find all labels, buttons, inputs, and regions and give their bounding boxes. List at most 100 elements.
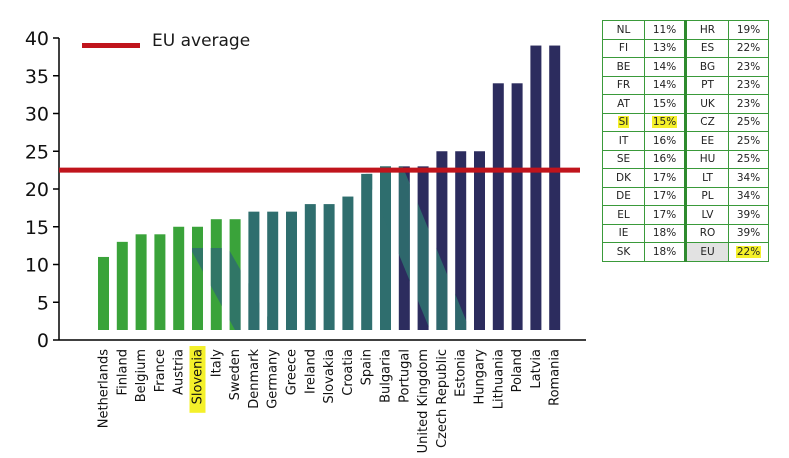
x-tick-label: Denmark bbox=[247, 349, 262, 409]
legend-swatch bbox=[82, 43, 140, 48]
x-label-latvia: Latvia bbox=[529, 349, 544, 389]
country-share-table: NL 11% HR 19% FI 13% ES 22% BE 14% BG 23% FR 14% PT 23%… bbox=[602, 20, 769, 262]
country-code-cell: PL bbox=[685, 186, 729, 206]
x-label-spain: Spain bbox=[360, 349, 375, 385]
x-label-greece: Greece bbox=[285, 349, 300, 395]
y-tick-label: 35 bbox=[25, 66, 49, 88]
bar-greece bbox=[286, 211, 297, 330]
x-label-slovenia: Slovenia bbox=[189, 346, 206, 413]
x-label-romania: Romania bbox=[548, 349, 563, 406]
bar-bulgaria bbox=[380, 166, 391, 330]
x-tick-label: Bulgaria bbox=[379, 349, 394, 403]
bars-group bbox=[98, 45, 561, 331]
percent-cell: 14% bbox=[644, 57, 687, 77]
percent-cell: 17% bbox=[644, 168, 687, 188]
country-code-cell: FI bbox=[602, 38, 645, 58]
x-label-germany: Germany bbox=[266, 349, 281, 409]
country-code-cell: NL bbox=[602, 20, 645, 40]
percent-cell: 23% bbox=[728, 94, 769, 114]
x-tick-label: Italy bbox=[209, 349, 224, 378]
percent-cell: 15% bbox=[644, 112, 687, 132]
x-label-estonia: Estonia bbox=[454, 349, 469, 397]
country-code-cell: RO bbox=[685, 223, 729, 243]
percent-cell: 15% bbox=[644, 94, 687, 114]
bar-ireland bbox=[304, 204, 316, 330]
y-tick-label: 20 bbox=[25, 179, 49, 201]
x-tick-label: Netherlands bbox=[97, 349, 112, 428]
country-code-cell: BG bbox=[685, 57, 729, 77]
percent-cell: 25% bbox=[728, 149, 769, 169]
country-code-cell: SK bbox=[602, 242, 645, 262]
country-code-cell: LV bbox=[685, 205, 729, 225]
x-tick-label: United Kingdom bbox=[416, 349, 431, 453]
country-code-cell: HU bbox=[685, 149, 729, 169]
table-row: SI 15% CZ 25% bbox=[602, 112, 769, 132]
x-tick-label: Austria bbox=[172, 349, 187, 395]
table-row: FI 13% ES 22% bbox=[602, 38, 769, 58]
table-row: DK 17% LT 34% bbox=[602, 168, 769, 188]
country-code-cell: UK bbox=[685, 94, 729, 114]
x-label-belgium: Belgium bbox=[134, 349, 149, 402]
y-tick-label: 15 bbox=[25, 217, 49, 239]
x-label-netherlands: Netherlands bbox=[97, 349, 112, 428]
y-axis-ticks: 0 5 10 15 20 25 30 35 40 bbox=[25, 28, 59, 352]
percent-cell: 22% bbox=[728, 242, 769, 262]
x-tick-label: Poland bbox=[510, 349, 525, 392]
bar-netherlands bbox=[98, 256, 109, 330]
shade-overlay-green bbox=[190, 248, 275, 330]
y-tick-label: 25 bbox=[25, 141, 49, 163]
highlight-marker bbox=[189, 346, 206, 413]
percent-cell: 39% bbox=[728, 205, 769, 225]
percent-cell: 17% bbox=[644, 205, 687, 225]
bar-slovenia bbox=[192, 226, 203, 330]
y-tick-label: 10 bbox=[25, 255, 49, 277]
legend-label: EU average bbox=[152, 31, 251, 51]
y-tick-label: 0 bbox=[37, 330, 49, 352]
x-label-france: France bbox=[153, 349, 168, 392]
percent-cell: 34% bbox=[728, 168, 769, 188]
x-label-italy: Italy bbox=[209, 349, 224, 378]
percent-cell: 14% bbox=[644, 75, 687, 95]
percent-cell: 22% bbox=[728, 38, 769, 58]
x-tick-label: Spain bbox=[360, 349, 375, 385]
x-label-austria: Austria bbox=[172, 349, 187, 395]
y-tick-label: 5 bbox=[37, 292, 49, 314]
x-label-bulgaria: Bulgaria bbox=[379, 349, 394, 403]
x-tick-label: Lithuania bbox=[491, 349, 506, 409]
x-label-czech-republic: Czech Republic bbox=[435, 349, 450, 448]
percent-cell: 13% bbox=[644, 38, 687, 58]
country-code-cell: HR bbox=[685, 20, 729, 40]
table-row: SE 16% HU 25% bbox=[602, 149, 769, 169]
x-label-ireland: Ireland bbox=[303, 349, 318, 394]
country-code-cell: SE bbox=[602, 149, 645, 169]
bar-hungary bbox=[474, 151, 485, 330]
x-label-sweden: Sweden bbox=[228, 349, 243, 400]
table-row: NL 11% HR 19% bbox=[602, 20, 769, 40]
x-axis-labels: Netherlands Finland Belgium France Austria Sl… bbox=[97, 346, 563, 453]
x-tick-label: Sweden bbox=[228, 349, 243, 400]
percent-cell: 25% bbox=[728, 131, 769, 151]
bar-slovakia bbox=[323, 204, 335, 330]
bar-france bbox=[154, 234, 166, 330]
table-row: AT 15% UK 23% bbox=[602, 94, 769, 114]
x-label-united-kingdom: United Kingdom bbox=[416, 349, 431, 453]
country-code-cell: SI bbox=[602, 112, 645, 132]
table-row: SK 18% EU 22% bbox=[602, 242, 769, 262]
country-code-cell: IT bbox=[602, 131, 645, 151]
percent-cell: 23% bbox=[728, 75, 769, 95]
x-label-finland: Finland bbox=[115, 349, 130, 395]
x-tick-label: Slovakia bbox=[322, 349, 337, 404]
y-tick-label: 30 bbox=[25, 104, 49, 126]
shade-overlay-teal bbox=[360, 160, 470, 330]
bar-poland bbox=[511, 83, 523, 330]
bar-belgium bbox=[135, 234, 147, 330]
table-row: EL 17% LV 39% bbox=[602, 205, 769, 225]
country-code-cell: PT bbox=[685, 75, 729, 95]
country-code-cell: EL bbox=[602, 205, 645, 225]
country-code-cell: EU bbox=[685, 242, 729, 262]
x-tick-label: France bbox=[153, 349, 168, 392]
percent-cell: 19% bbox=[728, 20, 769, 40]
percent-cell: 16% bbox=[644, 149, 687, 169]
country-code-cell: ES bbox=[685, 38, 729, 58]
bar-czech-republic bbox=[436, 151, 448, 330]
